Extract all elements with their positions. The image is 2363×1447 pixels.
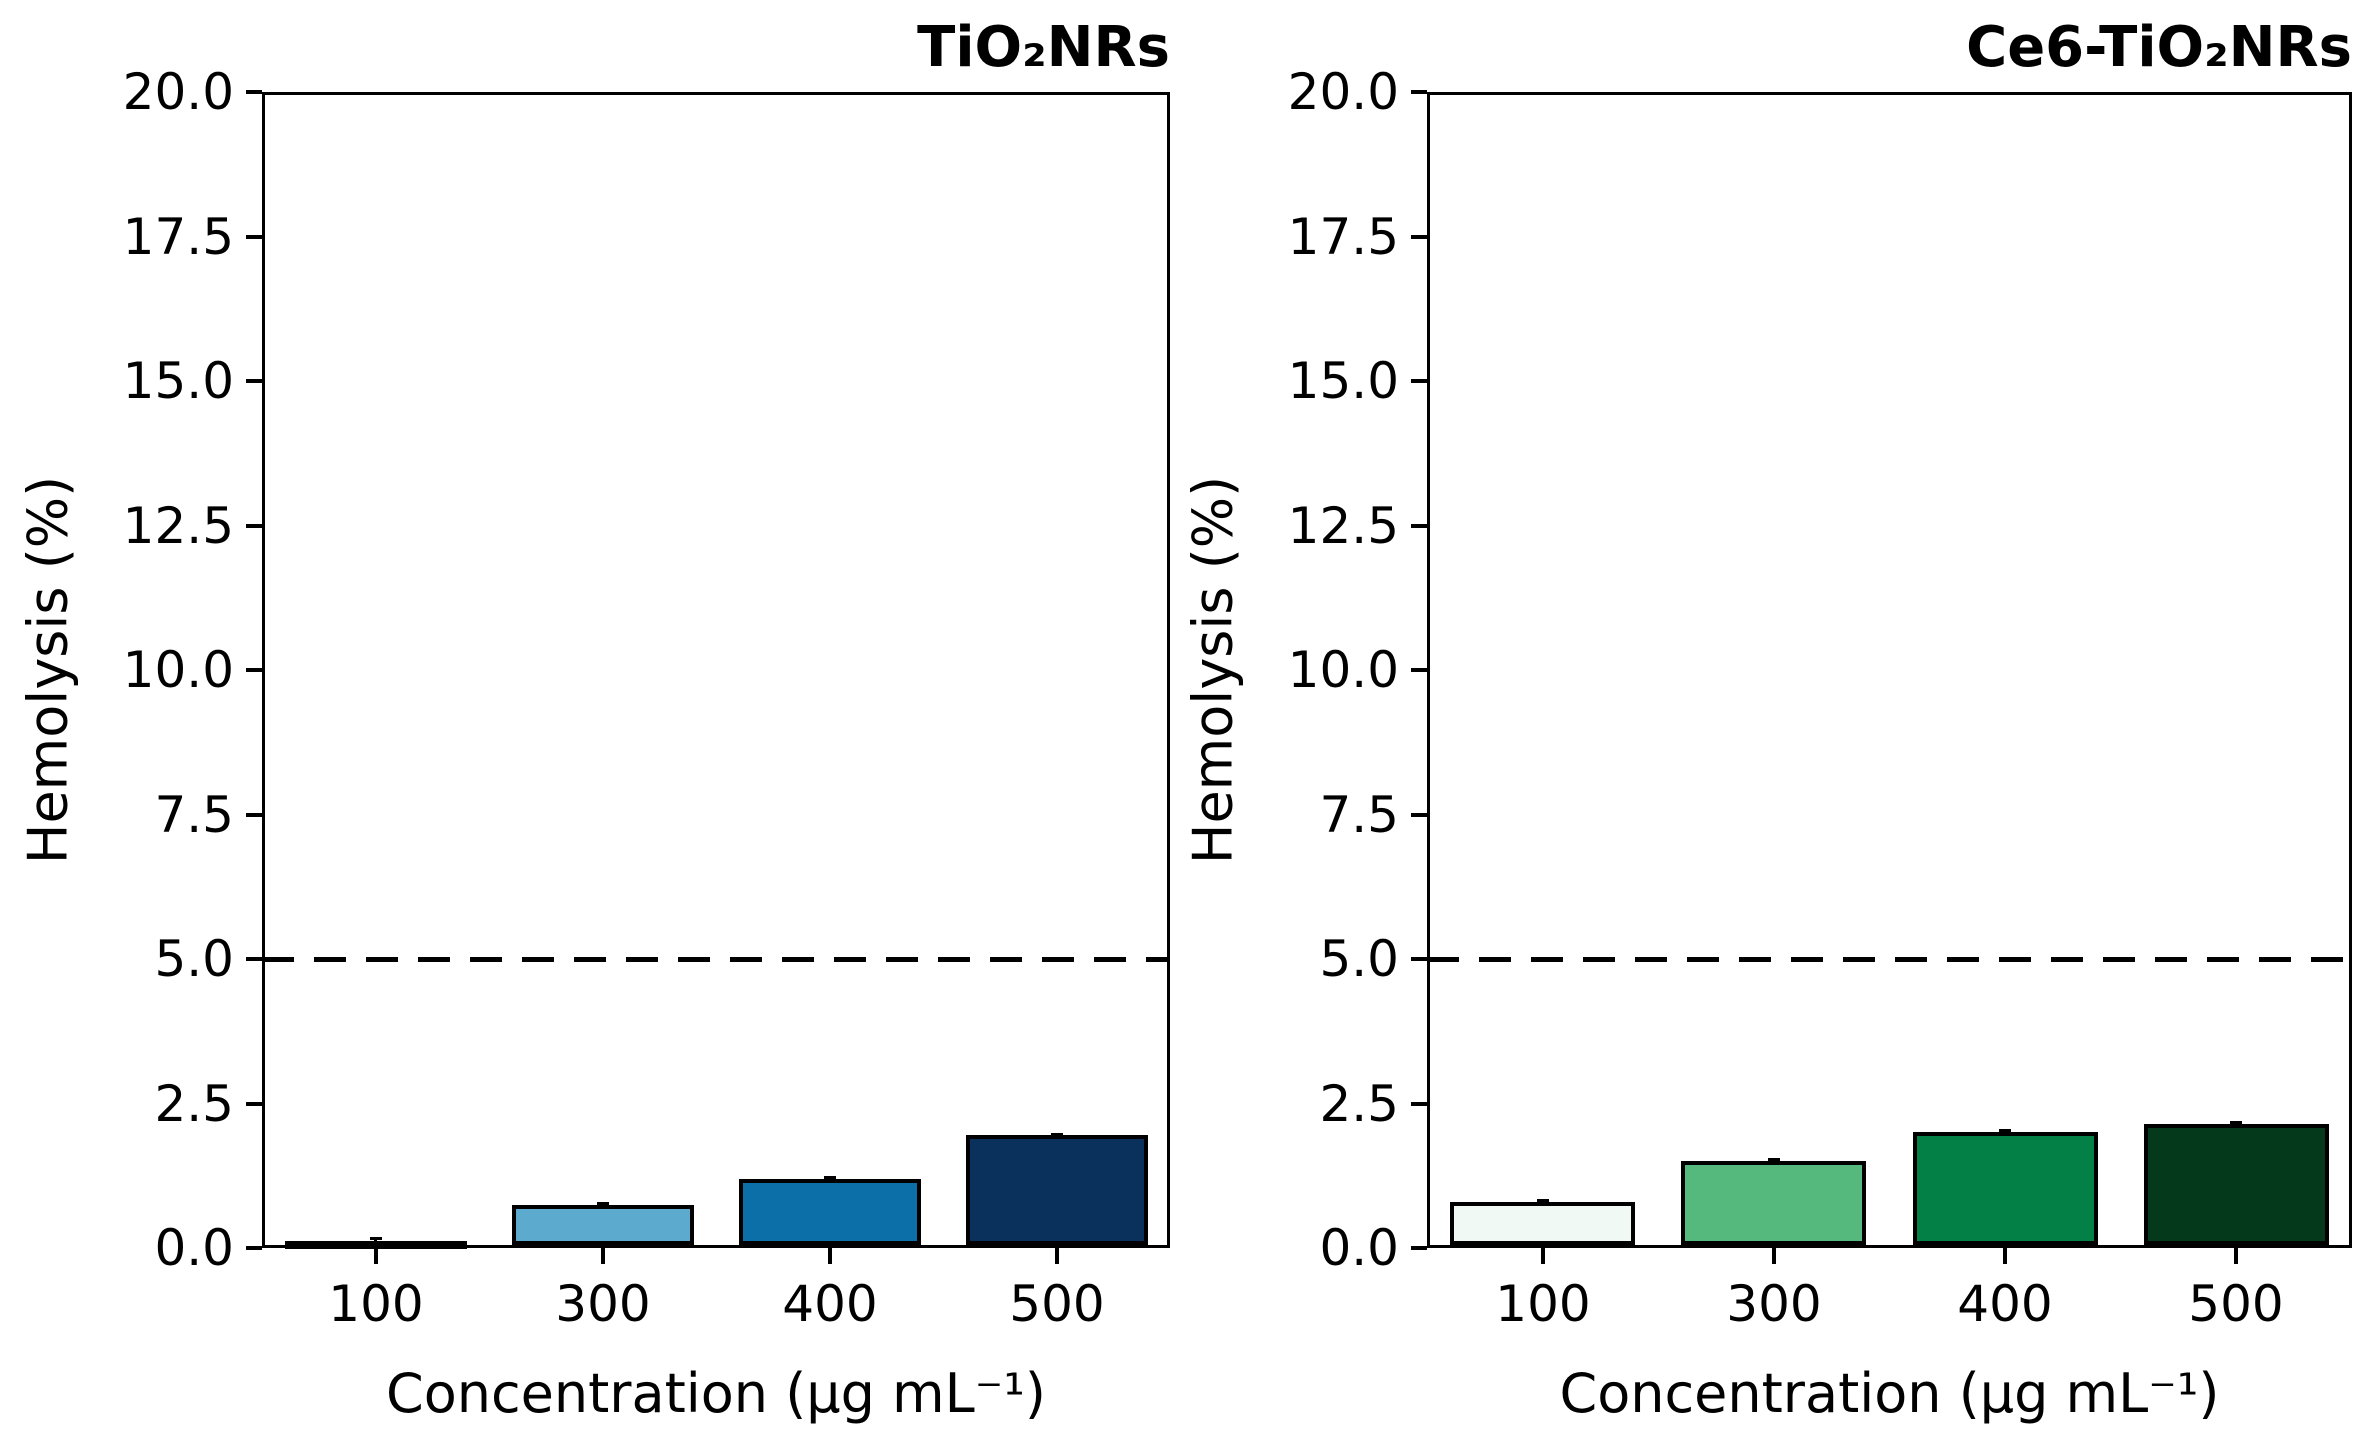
- x-tick-label: 500: [1009, 1275, 1105, 1333]
- error-bar-cap-bottom: [370, 1241, 382, 1244]
- plot-area: [1427, 92, 2352, 1248]
- error-bar-cap-top: [597, 1202, 609, 1205]
- x-tick-label: 400: [1957, 1275, 2053, 1333]
- y-tick-mark: [1411, 379, 1427, 383]
- y-tick-label: 15.0: [122, 352, 234, 410]
- bar: [1450, 1202, 1635, 1245]
- y-tick-mark: [246, 1102, 262, 1106]
- y-tick-label: 0.0: [154, 1219, 234, 1277]
- plot-title: TiO₂NRs: [917, 15, 1170, 80]
- y-tick-mark: [246, 379, 262, 383]
- threshold-line: [1427, 957, 2352, 962]
- y-tick-label: 17.5: [1287, 208, 1399, 266]
- error-bar-cap-bottom: [1051, 1134, 1063, 1137]
- y-tick-label: 2.5: [1319, 1075, 1399, 1133]
- x-tick-mark: [1772, 1248, 1776, 1264]
- x-tick-mark: [1541, 1248, 1545, 1264]
- y-tick-mark: [1411, 90, 1427, 94]
- x-tick-label: 300: [1726, 1275, 1822, 1333]
- x-axis-label: Concentration (µg mL⁻¹): [386, 1362, 1046, 1425]
- y-tick-label: 12.5: [1287, 497, 1399, 555]
- y-tick-mark: [1411, 1246, 1427, 1250]
- bar: [1913, 1132, 2098, 1245]
- y-tick-label: 15.0: [1287, 352, 1399, 410]
- error-bar-cap-bottom: [1537, 1202, 1549, 1205]
- error-bar-cap-top: [1768, 1158, 1780, 1161]
- y-tick-label: 10.0: [1287, 641, 1399, 699]
- y-tick-label: 2.5: [154, 1075, 234, 1133]
- y-tick-mark: [1411, 813, 1427, 817]
- x-tick-label: 300: [555, 1275, 651, 1333]
- x-tick-mark: [828, 1248, 832, 1264]
- x-tick-label: 500: [2188, 1275, 2284, 1333]
- y-tick-mark: [246, 235, 262, 239]
- y-tick-mark: [1411, 957, 1427, 961]
- x-tick-label: 100: [328, 1275, 424, 1333]
- y-tick-mark: [246, 813, 262, 817]
- error-bar-cap-bottom: [824, 1178, 836, 1181]
- y-tick-label: 10.0: [122, 641, 234, 699]
- error-bar-cap-top: [370, 1237, 382, 1240]
- x-tick-mark: [2234, 1248, 2238, 1264]
- y-tick-label: 20.0: [122, 63, 234, 121]
- y-tick-mark: [246, 90, 262, 94]
- error-bar-cap-bottom: [597, 1204, 609, 1207]
- x-axis-label: Concentration (µg mL⁻¹): [1559, 1362, 2220, 1425]
- y-tick-label: 5.0: [1319, 930, 1399, 988]
- y-tick-label: 5.0: [154, 930, 234, 988]
- y-tick-mark: [1411, 235, 1427, 239]
- x-tick-mark: [601, 1248, 605, 1264]
- y-tick-label: 17.5: [122, 208, 234, 266]
- error-bar-cap-top: [1537, 1199, 1549, 1202]
- error-bar-cap-bottom: [2230, 1124, 2242, 1127]
- x-tick-mark: [2003, 1248, 2007, 1264]
- y-tick-mark: [246, 524, 262, 528]
- y-tick-mark: [1411, 524, 1427, 528]
- plot-area: [262, 92, 1170, 1248]
- x-tick-mark: [1055, 1248, 1059, 1264]
- y-tick-label: 20.0: [1287, 63, 1399, 121]
- error-bar-cap-bottom: [1999, 1132, 2011, 1135]
- x-tick-label: 100: [1495, 1275, 1591, 1333]
- error-bar-cap-top: [824, 1176, 836, 1179]
- y-tick-label: 7.5: [154, 786, 234, 844]
- error-bar-cap-bottom: [1768, 1161, 1780, 1164]
- x-tick-label: 400: [782, 1275, 878, 1333]
- error-bar-cap-top: [2230, 1121, 2242, 1124]
- y-tick-label: 0.0: [1319, 1219, 1399, 1277]
- y-tick-mark: [1411, 668, 1427, 672]
- threshold-line: [262, 957, 1170, 962]
- y-tick-mark: [246, 957, 262, 961]
- y-tick-mark: [246, 1246, 262, 1250]
- y-tick-label: 7.5: [1319, 786, 1399, 844]
- plot-title: Ce6-TiO₂NRs: [1966, 15, 2352, 80]
- error-bar: [374, 1237, 377, 1244]
- bar: [2144, 1124, 2329, 1245]
- y-tick-label: 12.5: [122, 497, 234, 555]
- x-tick-mark: [374, 1248, 378, 1264]
- error-bar-cap-top: [1999, 1129, 2011, 1132]
- y-tick-mark: [1411, 1102, 1427, 1106]
- y-tick-mark: [246, 668, 262, 672]
- bar: [1681, 1161, 1866, 1245]
